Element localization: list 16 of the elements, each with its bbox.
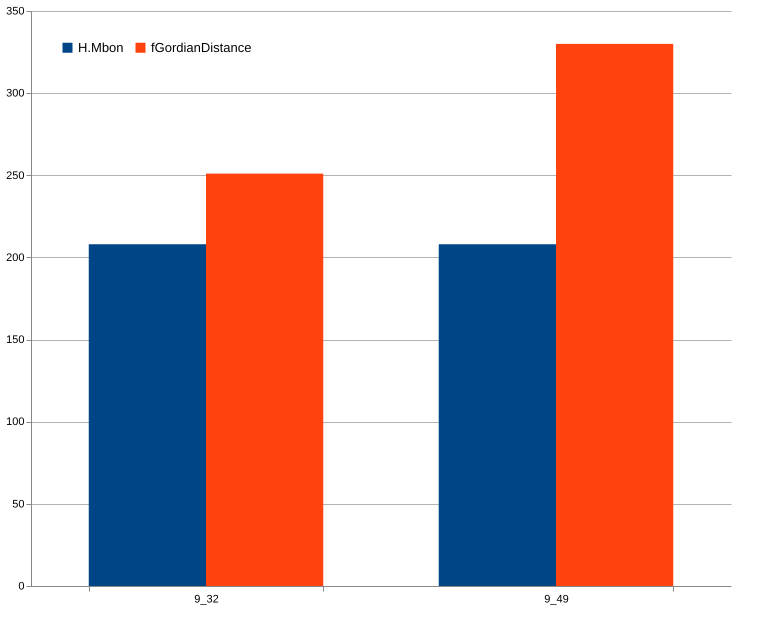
bar xyxy=(88,244,206,586)
y-tick-label: 0 xyxy=(18,580,24,592)
legend-label: fGordianDistance xyxy=(151,40,252,55)
y-tick-label: 150 xyxy=(6,334,24,346)
bar xyxy=(556,44,674,586)
bar xyxy=(206,174,324,586)
y-tick-label: 300 xyxy=(6,88,24,100)
bar xyxy=(438,244,556,586)
y-tick-label: 250 xyxy=(6,170,24,182)
x-tick-label: 9_49 xyxy=(544,594,569,606)
x-tick-label: 9_32 xyxy=(194,594,219,606)
y-tick-label: 350 xyxy=(6,6,24,18)
y-tick-label: 200 xyxy=(6,252,24,264)
legend-label: H.Mbon xyxy=(78,40,124,55)
y-tick-label: 100 xyxy=(6,416,24,428)
y-tick-label: 50 xyxy=(12,498,24,510)
